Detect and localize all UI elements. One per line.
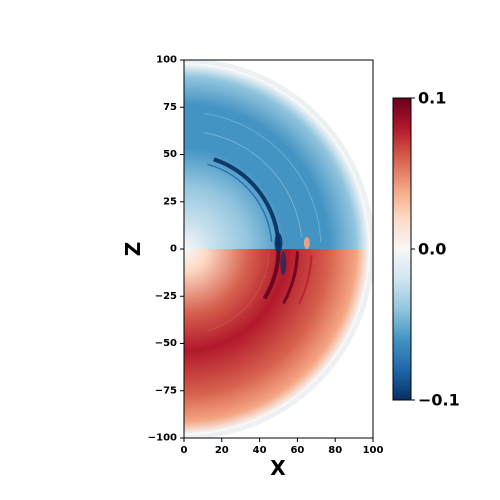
colorbar-tick-label: 0.1 [418, 89, 446, 108]
x-tick-label: 20 [215, 445, 229, 456]
x-tick-label: 80 [328, 445, 342, 456]
y-tick-label: 50 [163, 149, 177, 160]
y-tick-label: −50 [155, 338, 177, 349]
colorbar-tick-label: 0.0 [418, 240, 446, 259]
x-tick-label: 40 [253, 445, 267, 456]
y-axis-label: Z [121, 242, 145, 257]
y-tick-label: 75 [163, 102, 177, 113]
lower-half-region [184, 249, 370, 435]
colorbar [392, 97, 412, 401]
y-tick-label: −75 [155, 385, 177, 396]
upper-half-region [184, 63, 370, 249]
y-axis: 100 75 50 25 0 −25 −50 −75 −100 [148, 55, 184, 444]
y-tick-label: −25 [155, 291, 177, 302]
heatmap-field [184, 60, 373, 438]
outer-rim [184, 60, 373, 438]
y-tick-label: 25 [163, 196, 177, 207]
x-axis: 0 20 40 60 80 100 [181, 438, 384, 456]
y-tick-label: 0 [170, 244, 177, 255]
shock-front [203, 113, 331, 393]
colorbar-tick-label: −0.1 [418, 391, 460, 410]
y-tick-label: −100 [148, 433, 177, 444]
y-tick-label: 100 [156, 55, 177, 66]
x-tick-label: 100 [363, 445, 384, 456]
x-tick-label: 0 [181, 445, 188, 456]
colorbar-ticks: 0.1 0.0 −0.1 [411, 89, 460, 410]
x-tick-label: 60 [290, 445, 304, 456]
x-axis-label: X [270, 456, 286, 480]
